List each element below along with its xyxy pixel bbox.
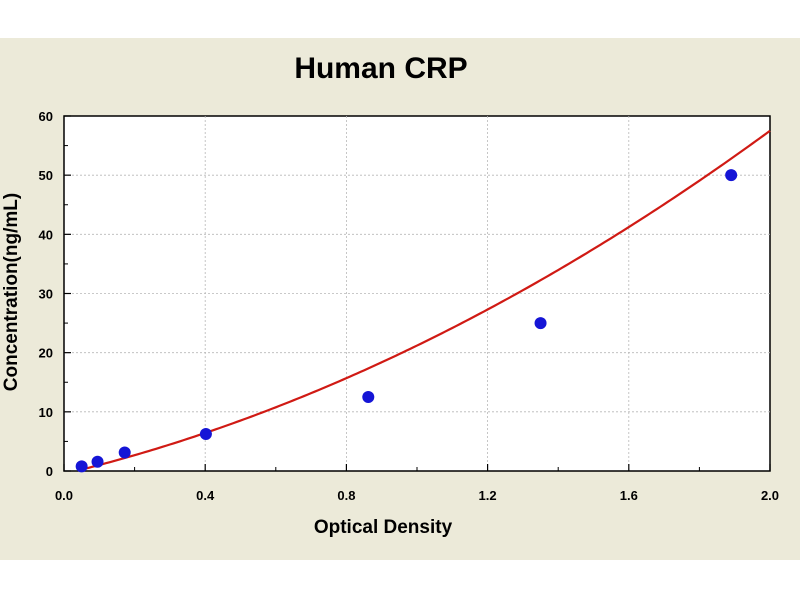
x-tick-label: 0.0 [55,488,73,503]
fit-curve [77,129,771,472]
x-tick-labels: 0.0 0.4 0.8 1.2 1.6 2.0 [55,488,779,503]
data-point [534,317,547,330]
x-tick-label: 2.0 [761,488,779,503]
data-point [75,460,88,473]
fit-curve-layer [77,129,771,472]
y-axis-label: Concentration(ng/mL) [1,193,22,391]
data-point [725,169,738,182]
chart: Human CRP 0.0 0.4 0.8 1.2 1.6 2.0 0 10 20 30 40 50… [1,52,779,538]
y-tick-label: 30 [39,287,53,302]
y-tick-labels: 0 10 20 30 40 50 60 [39,109,53,479]
y-tick-label: 60 [39,109,53,124]
x-tick-label: 1.2 [479,488,497,503]
data-point [362,391,375,404]
data-points-layer [75,169,738,473]
chart-frame: Human CRP 0.0 0.4 0.8 1.2 1.6 2.0 0 10 20 30 40 50… [0,38,800,560]
grid-lines [64,116,770,471]
x-tick-label: 0.4 [196,488,215,503]
axis-ticks [63,115,771,472]
y-tick-label: 50 [39,168,53,183]
x-axis-label: Optical Density [314,517,453,538]
data-point [118,446,131,459]
chart-title: Human CRP [294,52,467,85]
y-tick-label: 0 [46,464,53,479]
x-tick-label: 0.8 [337,488,355,503]
data-point [199,428,212,441]
y-tick-label: 10 [39,405,53,420]
y-tick-label: 20 [39,346,53,361]
y-tick-label: 40 [39,227,53,242]
data-point [91,455,104,468]
x-tick-label: 1.6 [620,488,638,503]
